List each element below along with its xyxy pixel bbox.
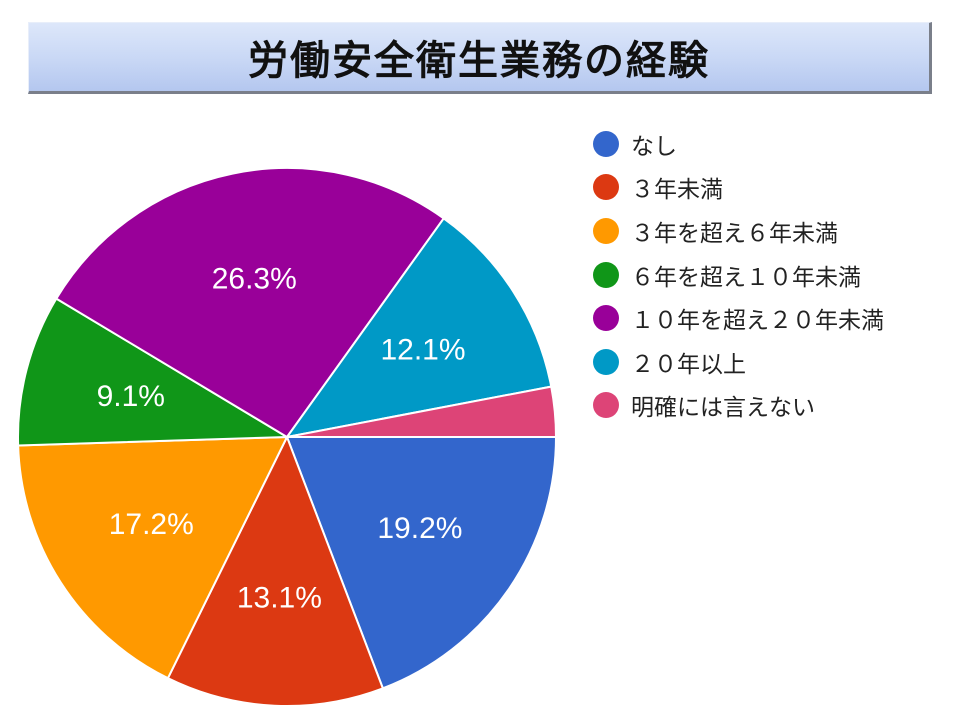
legend-item-2: ３年未満 [593, 166, 884, 210]
slice-label-4: 9.1% [97, 380, 165, 413]
slice-label-6: 12.1% [380, 334, 465, 367]
legend-item-3: ３年を超え６年未満 [593, 209, 884, 253]
legend-swatch-icon [593, 130, 619, 157]
legend-swatch-icon [593, 392, 619, 419]
legend-label: なし [631, 133, 677, 160]
legend-item-4: ６年を超え１０年未満 [593, 253, 884, 297]
legend-swatch-icon [593, 174, 619, 201]
pie-slice-6 [284, 216, 553, 439]
legend-item-1: なし [593, 122, 884, 166]
legend-item-7: 明確には言えない [593, 384, 884, 428]
title-banner: 労働安全衛生業務の経験 [28, 22, 932, 94]
legend-label: ６年を超え１０年未満 [631, 264, 861, 291]
pie-slice-2 [166, 434, 385, 707]
chart-title: 労働安全衛生業務の経験 [248, 38, 710, 84]
pie-slice-1 [285, 436, 558, 690]
slice-label-2: 13.1% [237, 582, 322, 615]
slice-label-1: 19.2% [377, 512, 462, 545]
pie-slice-3 [17, 435, 289, 680]
legend-item-5: １０年を超え２０年未満 [593, 296, 884, 340]
legend-swatch-icon [593, 217, 619, 244]
legend-label: ２０年以上 [631, 351, 746, 378]
slice-label-5: 26.3% [212, 262, 297, 295]
legend-swatch-icon [593, 348, 619, 375]
legend-label: ３年を超え６年未満 [631, 220, 838, 247]
pie-slice-4 [17, 297, 291, 447]
slice-labels: 19.2% 13.1% 17.2% 9.1% 26.3% 12.1% [97, 262, 466, 614]
pie-slice-7 [286, 385, 558, 438]
pie-slice-5 [54, 167, 446, 439]
legend-label: １０年を超え２０年未満 [631, 308, 884, 335]
pie-slices [17, 167, 558, 707]
legend-item-6: ２０年以上 [593, 340, 884, 384]
legend-label: ３年未満 [631, 177, 723, 204]
slice-label-3: 17.2% [109, 508, 194, 541]
legend-swatch-icon [593, 305, 619, 332]
legend-swatch-icon [593, 261, 619, 288]
legend: なし ３年未満 ３年を超え６年未満 ６年を超え１０年未満 １０年を超え２０年未満 ２０年以… [593, 122, 884, 427]
legend-label: 明確には言えない [631, 395, 815, 422]
